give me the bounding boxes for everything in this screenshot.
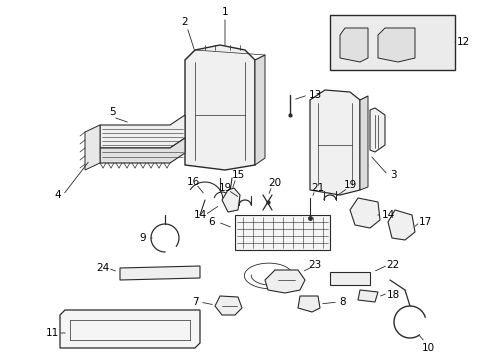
Text: 20: 20 (268, 178, 281, 188)
Text: 16: 16 (186, 177, 199, 187)
Text: 24: 24 (96, 263, 109, 273)
Polygon shape (377, 28, 414, 62)
Text: 3: 3 (389, 170, 395, 180)
Polygon shape (222, 188, 240, 212)
Polygon shape (100, 138, 184, 163)
Text: 15: 15 (231, 170, 244, 180)
Text: 22: 22 (386, 260, 399, 270)
FancyBboxPatch shape (329, 15, 454, 70)
Polygon shape (85, 125, 100, 170)
Polygon shape (215, 296, 242, 315)
Polygon shape (184, 45, 254, 170)
Polygon shape (254, 55, 264, 165)
Text: 18: 18 (386, 290, 399, 300)
Polygon shape (120, 266, 200, 280)
Text: 12: 12 (455, 37, 468, 47)
Polygon shape (349, 198, 379, 228)
Polygon shape (329, 272, 369, 285)
Text: 14: 14 (381, 210, 394, 220)
Polygon shape (339, 28, 367, 62)
Text: 5: 5 (109, 107, 116, 117)
Text: 19: 19 (343, 180, 356, 190)
Text: 10: 10 (421, 343, 434, 353)
Polygon shape (60, 310, 200, 348)
Text: 2: 2 (182, 17, 188, 27)
Polygon shape (264, 270, 305, 293)
Polygon shape (369, 108, 384, 152)
Text: 17: 17 (418, 217, 431, 227)
Polygon shape (235, 215, 329, 250)
Polygon shape (297, 296, 319, 312)
Text: 1: 1 (221, 7, 228, 17)
Text: 14: 14 (193, 210, 206, 220)
Polygon shape (387, 210, 414, 240)
Text: 7: 7 (191, 297, 198, 307)
Text: 4: 4 (55, 190, 61, 200)
Polygon shape (359, 96, 367, 190)
Polygon shape (309, 90, 359, 195)
Text: 9: 9 (140, 233, 146, 243)
Text: 11: 11 (45, 328, 59, 338)
Text: 13: 13 (308, 90, 321, 100)
Text: 8: 8 (339, 297, 346, 307)
Text: 6: 6 (208, 217, 215, 227)
Polygon shape (357, 290, 377, 302)
Text: 21: 21 (311, 183, 324, 193)
Polygon shape (100, 115, 184, 148)
Text: 19: 19 (218, 183, 231, 193)
Text: 23: 23 (308, 260, 321, 270)
